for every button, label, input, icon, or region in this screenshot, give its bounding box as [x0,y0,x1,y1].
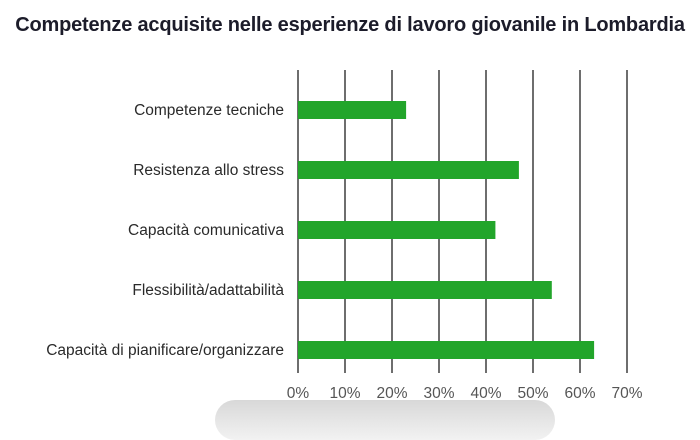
x-tick-label: 30% [423,385,454,402]
x-tick-label: 20% [376,385,407,402]
bar [298,101,407,119]
bar [298,221,496,239]
category-label: Capacità comunicativa [128,222,284,239]
bottom-decoration [215,400,555,440]
bar [298,161,519,179]
category-labels: Competenze tecniche Resistenza allo stres… [46,102,284,359]
bar [298,341,595,359]
category-label: Capacità di pianificare/organizzare [46,342,284,359]
x-tick-label: 60% [564,385,595,402]
x-tick-label: 0% [287,385,310,402]
x-tick-label: 50% [517,385,548,402]
bar [298,281,552,299]
category-label: Competenze tecniche [134,102,284,119]
x-tick-label: 10% [329,385,360,402]
x-axis-tick-labels: 0% 10% 20% 30% 40% 50% 60% 70% [287,385,643,402]
chart-title: Competenze acquisite nelle esperienze di… [15,14,685,36]
bar-chart: Competenze tecniche Resistenza allo stres… [46,70,643,402]
x-tick-label: 40% [470,385,501,402]
category-label: Resistenza allo stress [133,162,284,179]
x-tick-label: 70% [611,385,642,402]
bars [298,101,595,359]
category-label: Flessibilità/adattabilità [132,282,284,299]
